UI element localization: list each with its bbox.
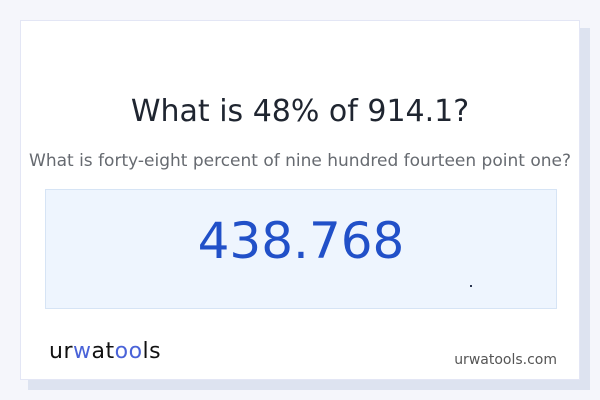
result-value: 438.768 [197, 212, 405, 270]
logo-text: ur [49, 339, 73, 364]
page-title: What is 48% of 914.1? [130, 94, 470, 129]
result-card: What is 48% of 914.1? What is forty-eigh… [20, 20, 580, 380]
site-url: urwatools.com [454, 352, 557, 368]
result-box: 438.768 [45, 189, 557, 309]
dot-mark [470, 285, 472, 287]
logo-text: at [91, 339, 115, 364]
logo: urwatools [49, 339, 161, 364]
logo-text: w [73, 339, 92, 364]
logo-text: oo [114, 339, 143, 364]
logo-text: ls [142, 339, 162, 364]
page-subtitle: What is forty-eight percent of nine hund… [29, 151, 571, 171]
